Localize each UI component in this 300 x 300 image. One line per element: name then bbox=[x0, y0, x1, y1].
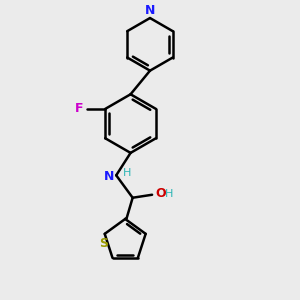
Text: F: F bbox=[75, 102, 84, 116]
Text: N: N bbox=[103, 170, 114, 183]
Text: H: H bbox=[165, 189, 173, 199]
Text: H: H bbox=[123, 168, 131, 178]
Text: N: N bbox=[145, 4, 155, 16]
Text: O: O bbox=[155, 188, 166, 200]
Text: S: S bbox=[99, 237, 108, 250]
